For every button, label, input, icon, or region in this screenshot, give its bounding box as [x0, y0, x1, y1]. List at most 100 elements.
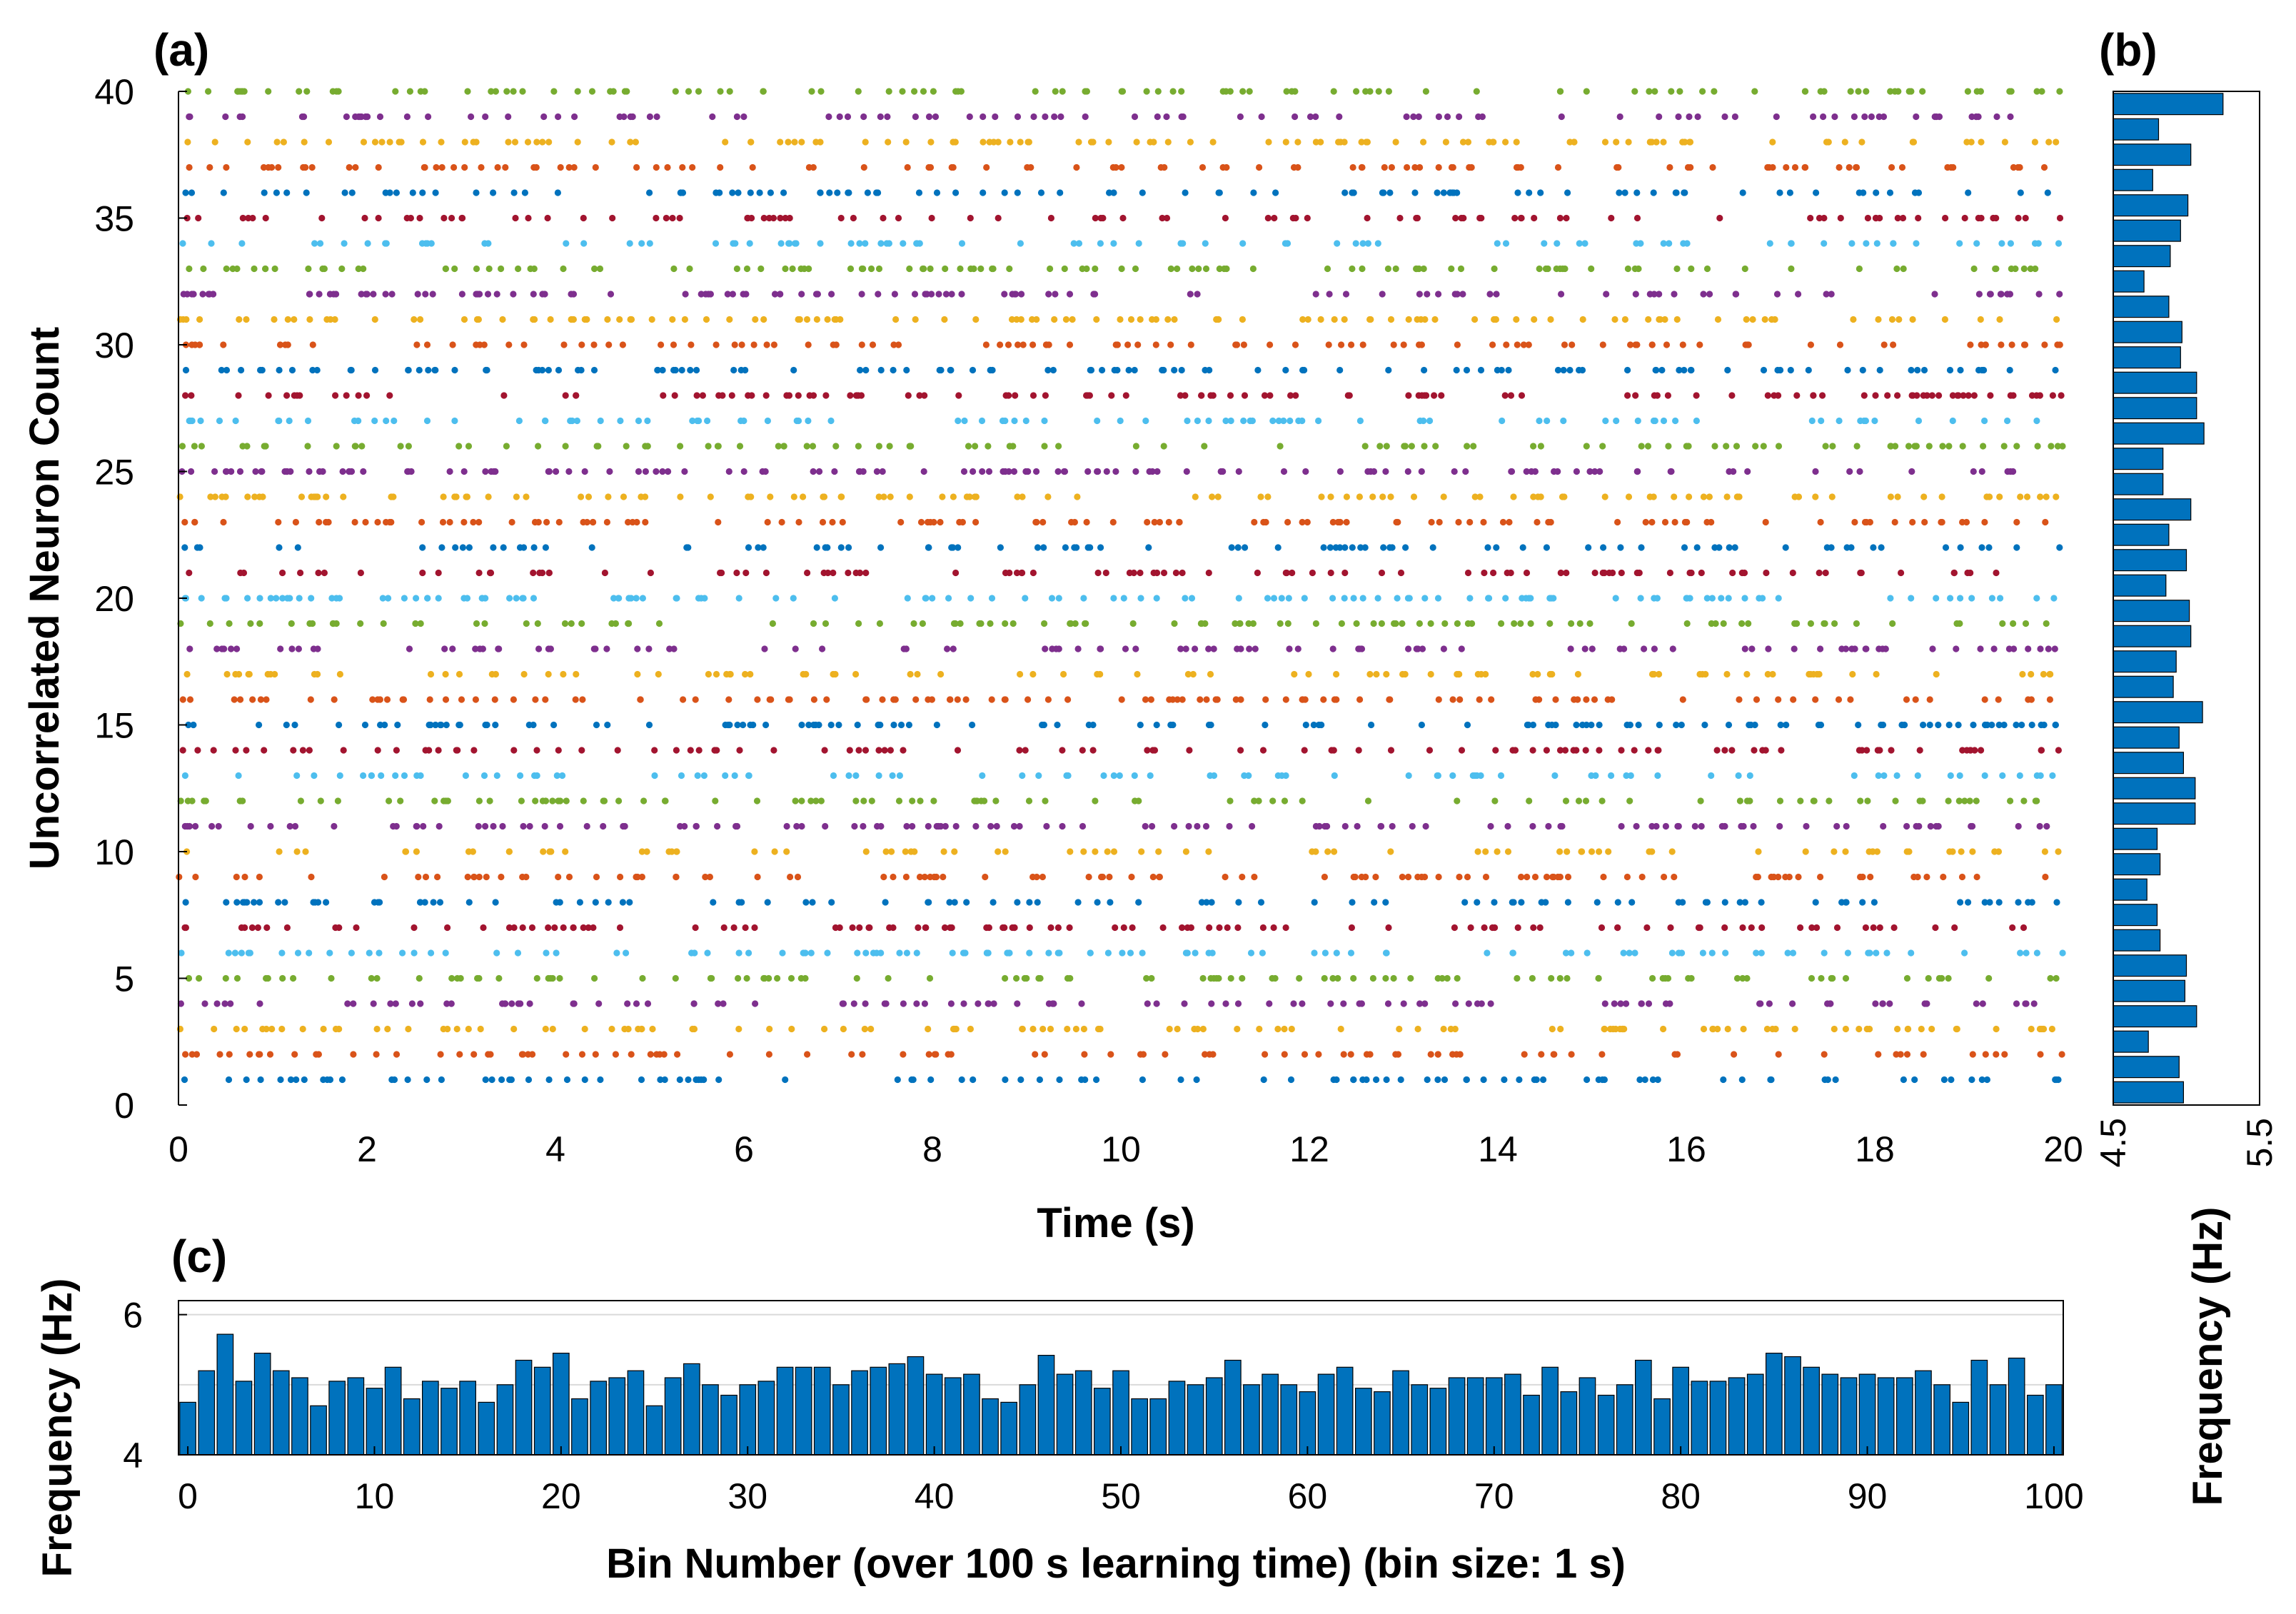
bin-rate-bar — [1448, 1377, 1466, 1456]
spike-dot — [176, 493, 183, 500]
neuron-2-spike-train — [182, 1051, 2065, 1058]
spike-dot — [1097, 544, 1104, 551]
spike-dot — [2053, 899, 2060, 906]
neuron-8-spike-train — [182, 899, 2060, 906]
spike-dot — [1383, 670, 1390, 678]
spike-dot — [287, 468, 294, 475]
spike-dot — [437, 1051, 444, 1058]
spike-dot — [426, 747, 433, 754]
spike-dot — [1249, 265, 1257, 273]
spike-dot — [1373, 1076, 1380, 1084]
spike-dot — [1441, 1076, 1449, 1084]
spike-dot — [1341, 316, 1348, 323]
spike-dot — [1660, 240, 1667, 247]
spike-dot — [2053, 316, 2060, 323]
spike-dot — [1919, 88, 1926, 95]
spike-dot — [597, 1076, 604, 1084]
spike-dot — [778, 518, 785, 526]
spike-dot — [498, 873, 505, 881]
spike-dot — [348, 949, 355, 957]
spike-dot — [1471, 493, 1479, 500]
spike-dot — [836, 924, 843, 932]
spike-dot — [1542, 899, 1549, 906]
spike-dot — [1251, 797, 1258, 805]
spike-dot — [503, 88, 510, 95]
spike-dot — [495, 974, 503, 982]
spike-dot — [1486, 595, 1493, 602]
spike-dot — [520, 595, 527, 602]
spike-dot — [1402, 544, 1409, 551]
bin-rate-bar — [907, 1356, 925, 1456]
spike-dot — [1957, 595, 1964, 602]
spike-dot — [1876, 214, 1883, 222]
spike-dot — [1617, 1000, 1624, 1007]
spike-dot — [336, 721, 343, 729]
spike-dot — [845, 772, 852, 780]
spike-dot — [628, 595, 635, 602]
spike-dot — [1327, 1000, 1334, 1007]
spike-dot — [192, 873, 199, 881]
spike-dot — [1227, 392, 1234, 399]
spike-dot — [1993, 1051, 2000, 1058]
spike-dot — [1400, 1000, 1407, 1007]
spike-dot — [1292, 113, 1299, 121]
spike-dot — [551, 924, 558, 932]
spike-dot — [605, 493, 612, 500]
spike-dot — [1464, 569, 1472, 577]
spike-dot — [301, 113, 308, 121]
spike-dot — [1124, 341, 1132, 348]
spike-dot — [1480, 1076, 1487, 1084]
spike-dot — [1039, 1025, 1047, 1033]
spike-dot — [877, 240, 885, 247]
spike-dot — [903, 366, 910, 374]
spike-dot — [1341, 822, 1349, 830]
bin-rate-bar — [1504, 1373, 1521, 1456]
spike-dot — [1002, 620, 1009, 627]
spike-dot — [1933, 595, 1940, 602]
spike-dot — [233, 873, 240, 881]
spike-dot — [1047, 924, 1054, 932]
spike-dot — [256, 721, 263, 729]
spike-dot — [958, 1076, 965, 1084]
spike-dot — [1356, 696, 1364, 703]
spike-dot — [287, 1076, 295, 1084]
spike-dot — [1867, 873, 1874, 881]
spike-dot — [422, 873, 430, 881]
spike-dot — [480, 924, 487, 932]
spike-dot — [485, 240, 492, 247]
spike-dot — [1764, 670, 1771, 678]
spike-dot — [2033, 797, 2040, 805]
spike-dot — [1403, 113, 1410, 121]
spike-dot — [1568, 949, 1575, 957]
spike-dot — [1118, 265, 1125, 273]
spike-dot — [308, 873, 315, 881]
spike-dot — [906, 493, 913, 500]
spike-dot — [1822, 569, 1829, 577]
spike-dot — [1859, 366, 1866, 374]
spike-dot — [1435, 291, 1442, 298]
spike-dot — [542, 1025, 549, 1033]
spike-dot — [1777, 721, 1784, 729]
spike-dot — [1161, 163, 1168, 171]
spike-dot — [1775, 443, 1783, 450]
spike-dot — [1700, 493, 1707, 500]
spike-dot — [335, 88, 342, 95]
spike-dot — [463, 595, 471, 602]
spike-dot — [570, 291, 578, 298]
spike-dot — [628, 1051, 635, 1058]
spike-dot — [488, 88, 495, 95]
spike-dot — [232, 747, 239, 754]
spike-dot — [1010, 468, 1018, 475]
spike-dot — [1588, 265, 1595, 273]
spike-dot — [1367, 316, 1374, 323]
spike-dot — [1454, 797, 1461, 805]
spike-dot — [294, 544, 301, 551]
spike-dot — [1510, 899, 1517, 906]
spike-dot — [642, 468, 650, 475]
spike-dot — [762, 468, 769, 475]
spike-dot — [243, 747, 250, 754]
spike-dot — [2042, 873, 2049, 881]
spike-dot — [309, 366, 316, 374]
spike-dot — [1947, 772, 1954, 780]
